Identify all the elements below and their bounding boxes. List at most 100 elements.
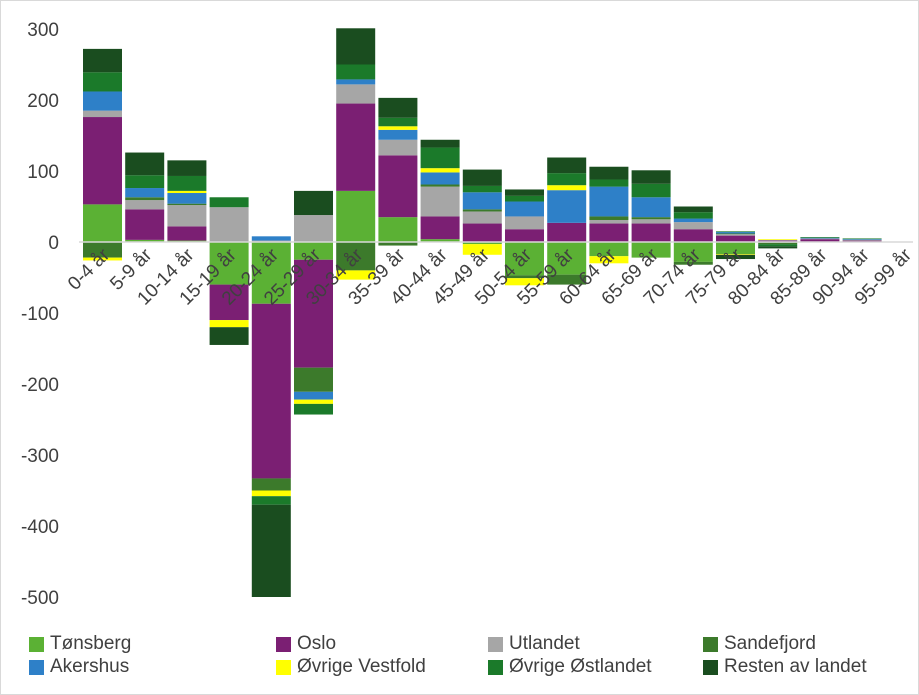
bar-segment <box>589 186 629 217</box>
bar-segment <box>167 193 207 204</box>
bar-segment <box>589 256 629 264</box>
legend-item: Øvrige Vestfold <box>276 656 426 678</box>
bar-segment <box>83 110 122 118</box>
bar-segment <box>251 496 291 505</box>
legend-swatch <box>276 659 291 675</box>
bar-segment <box>251 303 291 479</box>
bar-segment <box>294 403 333 415</box>
bar-segment <box>505 229 544 242</box>
legend-label: Øvrige Vestfold <box>297 656 426 677</box>
bar-segment <box>420 216 460 240</box>
bar-segment <box>125 209 165 240</box>
legend-label: Resten av landet <box>724 656 867 677</box>
bar-segment <box>420 186 460 217</box>
legend-item: Oslo <box>276 633 336 655</box>
bar-segment <box>83 91 122 111</box>
bar-segment <box>167 203 207 206</box>
y-tick-label: -200 <box>21 375 59 396</box>
y-tick-label: -400 <box>21 517 59 538</box>
bar-segment <box>631 242 671 258</box>
bar-segment <box>758 239 798 240</box>
bar-segment <box>336 64 376 80</box>
bar-segment <box>462 244 502 255</box>
bar-segment <box>716 233 755 235</box>
bar-segment <box>125 175 165 189</box>
bar-segment <box>420 239 460 242</box>
bar-segment <box>758 244 798 247</box>
bar-segment <box>83 72 122 92</box>
bar-segment <box>547 242 587 275</box>
bar-segment <box>505 275 544 279</box>
bar-segment <box>462 185 502 193</box>
bar-segment <box>842 239 882 241</box>
bar-segment <box>125 152 165 176</box>
bar-segment <box>589 179 629 187</box>
bar-segment <box>673 212 713 219</box>
bar-segment <box>378 129 418 140</box>
bar-segment <box>505 278 544 286</box>
bar-segment <box>251 490 291 497</box>
bar-segment <box>547 274 587 285</box>
bar-segment <box>209 327 249 345</box>
bar-segment <box>758 242 798 245</box>
bar-segment <box>251 242 291 304</box>
y-tick-label: -500 <box>21 588 59 609</box>
legend-label: Øvrige Østlandet <box>509 656 652 677</box>
bar-segment <box>294 399 333 404</box>
bar-segment <box>673 222 713 230</box>
bars-group <box>83 28 882 597</box>
bar-segment <box>800 238 840 240</box>
bar-segment <box>505 195 544 202</box>
legend-label: Sandefjord <box>724 633 816 654</box>
bar-segment <box>716 242 755 255</box>
legend-swatch <box>703 636 718 652</box>
bar-segment <box>589 166 629 180</box>
legend-label: Oslo <box>297 633 337 654</box>
bar-segment <box>336 190 376 242</box>
bar-segment <box>209 242 249 285</box>
bar-segment <box>589 219 629 224</box>
bar-segment <box>167 175 207 191</box>
bar-segment <box>673 242 713 262</box>
bar-segment <box>125 188 165 198</box>
bar-segment <box>336 270 376 280</box>
bar-segment <box>716 235 755 242</box>
bar-segment <box>589 242 629 257</box>
bar-segment <box>336 84 376 104</box>
legend-item: Sandefjord <box>703 633 816 655</box>
bar-segment <box>842 238 882 240</box>
bar-segment <box>125 200 165 210</box>
bar-segment <box>125 239 165 242</box>
bar-segment <box>505 189 544 196</box>
bar-segment <box>167 205 207 227</box>
bar-segment <box>716 254 755 260</box>
bar-segment <box>716 232 755 234</box>
bar-segment <box>716 234 755 236</box>
bar-segment <box>631 223 671 242</box>
bar-segment <box>420 139 460 148</box>
bar-segment <box>673 218 713 223</box>
y-tick-label: 200 <box>27 91 59 112</box>
bar-segment <box>251 236 291 241</box>
bar-segment <box>673 229 713 242</box>
bar-segment <box>631 217 671 220</box>
bar-segment <box>251 504 291 597</box>
legend-item: Akershus <box>29 656 129 678</box>
legend-swatch <box>29 636 44 652</box>
bar-segment <box>462 211 502 224</box>
bar-segment <box>294 259 333 368</box>
bar-segment <box>378 139 418 156</box>
y-axis: 300 200 100 0 -100 -200 -300 -400 -500 <box>21 20 59 609</box>
bar-segment <box>631 219 671 224</box>
bar-segment <box>420 184 460 187</box>
bar-segment <box>505 242 544 276</box>
bar-segment <box>631 170 671 184</box>
bar-segment <box>83 204 122 242</box>
bar-segment <box>547 185 587 191</box>
legend-item: Tønsberg <box>29 633 131 655</box>
bar-segment <box>209 197 249 208</box>
legend-swatch <box>488 636 503 652</box>
bar-segment <box>420 172 460 185</box>
